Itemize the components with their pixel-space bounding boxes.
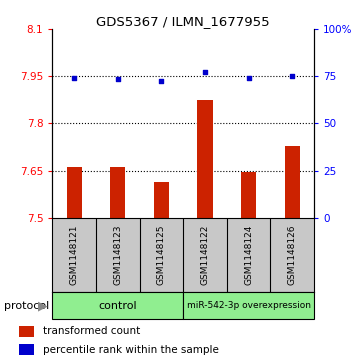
Text: control: control <box>99 301 137 311</box>
Text: GSM1148126: GSM1148126 <box>288 225 297 285</box>
Title: GDS5367 / ILMN_1677955: GDS5367 / ILMN_1677955 <box>96 15 270 28</box>
Point <box>290 73 295 79</box>
FancyBboxPatch shape <box>183 292 314 319</box>
Bar <box>241 172 256 218</box>
Text: percentile rank within the sample: percentile rank within the sample <box>43 344 219 355</box>
Text: ▶: ▶ <box>38 299 48 312</box>
Text: miR-542-3p overexpression: miR-542-3p overexpression <box>187 301 310 310</box>
Point <box>158 78 164 84</box>
Point <box>202 70 208 76</box>
Text: GSM1148122: GSM1148122 <box>200 225 209 285</box>
Bar <box>197 100 213 218</box>
Bar <box>154 182 169 218</box>
Point <box>246 75 252 81</box>
Text: GSM1148124: GSM1148124 <box>244 225 253 285</box>
Point <box>115 76 121 82</box>
Text: protocol: protocol <box>4 301 49 311</box>
Text: GSM1148123: GSM1148123 <box>113 225 122 285</box>
FancyBboxPatch shape <box>52 292 183 319</box>
Text: GSM1148121: GSM1148121 <box>70 225 79 285</box>
Point <box>71 75 77 81</box>
Text: GSM1148125: GSM1148125 <box>157 225 166 285</box>
Bar <box>284 146 300 218</box>
Bar <box>66 167 82 218</box>
Bar <box>110 167 125 218</box>
Bar <box>19 326 34 337</box>
Text: transformed count: transformed count <box>43 326 140 337</box>
Bar <box>19 344 34 355</box>
